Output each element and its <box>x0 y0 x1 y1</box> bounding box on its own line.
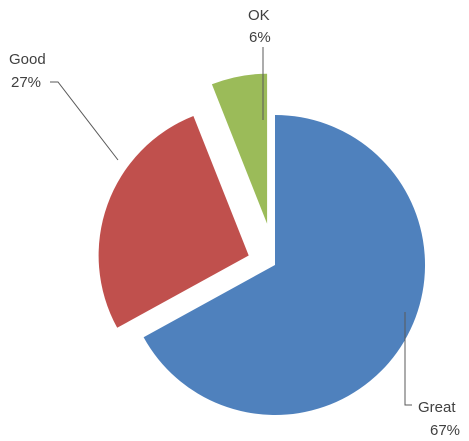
label-good-percent: 27% <box>11 74 41 91</box>
pie-slices <box>98 73 426 415</box>
label-great-percent: 67% <box>430 422 460 439</box>
leader-line-great <box>404 312 412 406</box>
leader-line-good <box>50 81 119 161</box>
label-great-name: Great <box>418 399 456 416</box>
label-good-name: Good <box>9 51 46 68</box>
label-ok-name: OK <box>248 7 270 24</box>
pie-slice-great <box>143 115 426 415</box>
pie-slice-good <box>98 116 249 328</box>
pie-slice-ok <box>211 73 268 224</box>
label-ok-percent: 6% <box>249 29 271 46</box>
